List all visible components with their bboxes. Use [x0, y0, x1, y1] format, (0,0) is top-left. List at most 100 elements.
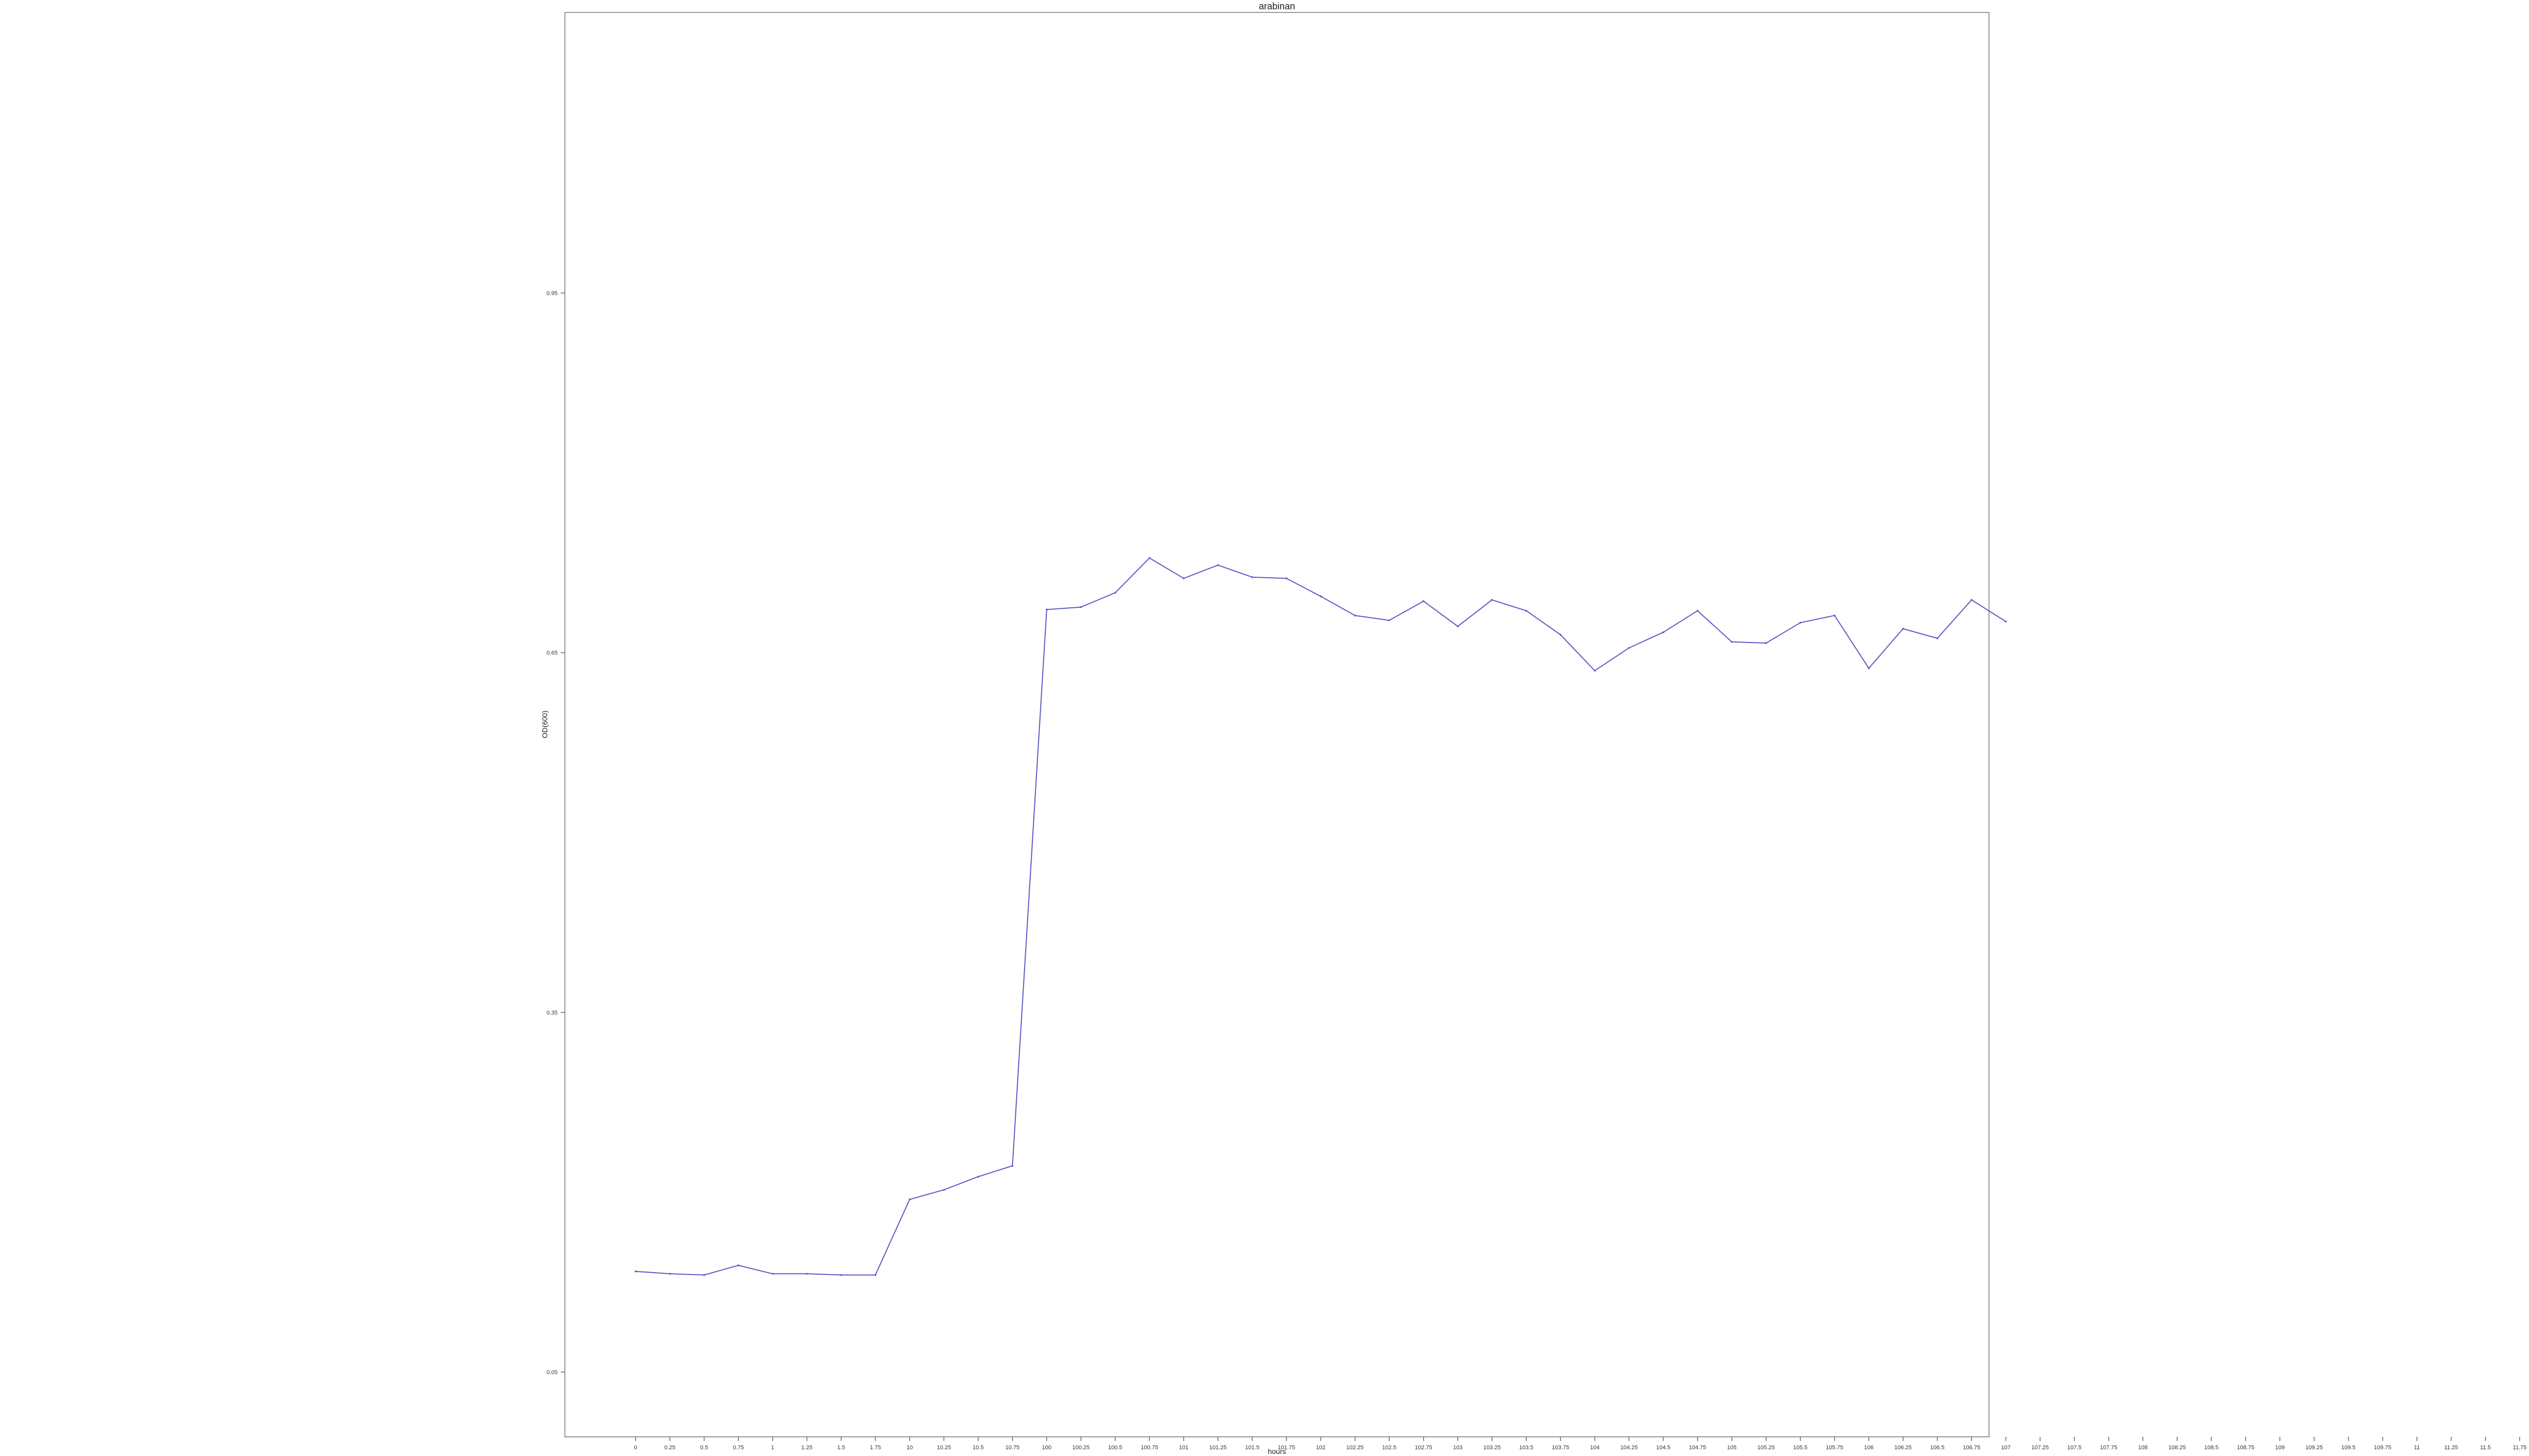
y-tick-label: 0.05	[547, 1369, 558, 1376]
x-tick-label: 100.25	[1072, 1445, 1090, 1451]
y-axis: 0.05 0.35 0.65 0.95	[547, 290, 565, 1376]
data-point	[1834, 615, 1836, 617]
data-point	[1594, 669, 1596, 672]
data-point	[669, 1273, 671, 1275]
data-point	[806, 1273, 808, 1275]
x-tick-label: 107.25	[2031, 1445, 2049, 1451]
data-point	[1730, 641, 1733, 643]
x-tick-label: 109.25	[2306, 1445, 2323, 1451]
x-tick-label: 104.5	[1656, 1445, 1671, 1451]
x-tick-label: 102.5	[1382, 1445, 1397, 1451]
data-point	[1183, 577, 1185, 579]
x-tick-label: 1.5	[837, 1445, 845, 1451]
data-point	[634, 1270, 637, 1273]
x-tick-label: 102	[1316, 1445, 1325, 1451]
x-tick-label: 104	[1590, 1445, 1599, 1451]
x-tick-label: 11	[2414, 1445, 2420, 1451]
data-point	[1457, 625, 1459, 627]
x-tick-label: 10	[906, 1445, 913, 1451]
x-tick-label: 105.5	[1793, 1445, 1808, 1451]
data-point	[1662, 631, 1665, 634]
x-tick-label: 107	[2001, 1445, 2010, 1451]
x-tick-label: 100.75	[1141, 1445, 1158, 1451]
x-tick-label: 109.5	[2341, 1445, 2356, 1451]
data-point	[1936, 637, 1939, 639]
x-tick-label: 103.25	[1483, 1445, 1501, 1451]
x-tick-label: 103.75	[1552, 1445, 1569, 1451]
data-point	[1251, 576, 1254, 578]
x-tick-label: 1	[771, 1445, 774, 1451]
x-tick-label: 101.75	[1278, 1445, 1296, 1451]
x-tick-label: 107.5	[2067, 1445, 2082, 1451]
x-tick-label: 106.5	[1930, 1445, 1945, 1451]
x-tick-label: 100	[1042, 1445, 1052, 1451]
chart-title: arabinan	[1259, 1, 1295, 11]
data-point	[874, 1274, 876, 1276]
data-point	[1045, 608, 1048, 611]
data-point	[1354, 615, 1356, 617]
data-point	[1559, 634, 1561, 636]
x-tick-label: 11.75	[2513, 1445, 2527, 1451]
data-point	[1765, 642, 1767, 644]
x-tick-label: 104.75	[1689, 1445, 1707, 1451]
plot-frame	[564, 12, 1990, 1437]
x-tick-label: 1.25	[801, 1445, 812, 1451]
data-point	[1970, 599, 1973, 601]
x-tick-label: 109.75	[2374, 1445, 2392, 1451]
y-tick-label: 0.35	[547, 1010, 558, 1016]
x-tick-label: 106.75	[1963, 1445, 1981, 1451]
data-point	[1868, 667, 1870, 669]
x-tick-label: 0.75	[733, 1445, 744, 1451]
y-tick-label: 0.65	[547, 650, 558, 656]
x-tick-label: 0	[634, 1445, 637, 1451]
data-point	[1423, 600, 1425, 602]
x-tick-label: 10.25	[937, 1445, 951, 1451]
data-point	[908, 1198, 911, 1201]
x-tick-label: 0.5	[700, 1445, 708, 1451]
data-point	[703, 1274, 705, 1276]
data-point	[1525, 609, 1527, 612]
data-point	[840, 1274, 842, 1276]
x-tick-label: 0.25	[664, 1445, 675, 1451]
x-tick-label: 1.75	[870, 1445, 880, 1451]
data-point	[1799, 622, 1801, 624]
data-point	[1011, 1165, 1014, 1167]
x-tick-label: 11.25	[2444, 1445, 2458, 1451]
data-point	[1080, 606, 1082, 608]
x-tick-label: 106.25	[1894, 1445, 1912, 1451]
x-tick-label: 103	[1453, 1445, 1462, 1451]
data-point	[1491, 599, 1493, 601]
data-point	[1319, 595, 1322, 597]
x-tick-label: 105.25	[1757, 1445, 1775, 1451]
x-tick-label: 10.75	[1005, 1445, 1020, 1451]
x-tick-label: 10.5	[973, 1445, 984, 1451]
data-point	[943, 1189, 945, 1191]
data-point	[1902, 627, 1904, 630]
x-tick-label: 104.25	[1621, 1445, 1638, 1451]
x-tick-label: 106	[1864, 1445, 1873, 1451]
x-tick-label: 102.25	[1346, 1445, 1364, 1451]
data-point	[1114, 592, 1116, 594]
y-tick-label: 0.95	[547, 290, 558, 296]
data-point	[772, 1273, 774, 1275]
data-point	[1628, 647, 1630, 649]
x-tick-label: 101.25	[1209, 1445, 1227, 1451]
data-point	[2005, 620, 2007, 623]
x-tick-label: 108.5	[2204, 1445, 2219, 1451]
x-tick-label: 108.75	[2237, 1445, 2254, 1451]
x-tick-label: 109	[2275, 1445, 2284, 1451]
data-point	[1388, 619, 1390, 621]
x-tick-label: 108.25	[2168, 1445, 2186, 1451]
data-point	[977, 1176, 979, 1178]
x-tick-label: 11.5	[2480, 1445, 2491, 1451]
x-tick-label: 105.75	[1826, 1445, 1843, 1451]
x-tick-label: 101	[1179, 1445, 1188, 1451]
y-axis-label: OD(600)	[541, 710, 549, 738]
x-tick-label: 101.5	[1245, 1445, 1260, 1451]
data-point	[1148, 557, 1150, 559]
x-tick-label: 103.5	[1519, 1445, 1533, 1451]
series-layer	[634, 557, 2007, 1276]
data-point	[737, 1264, 740, 1266]
x-tick-label: 100.5	[1108, 1445, 1123, 1451]
